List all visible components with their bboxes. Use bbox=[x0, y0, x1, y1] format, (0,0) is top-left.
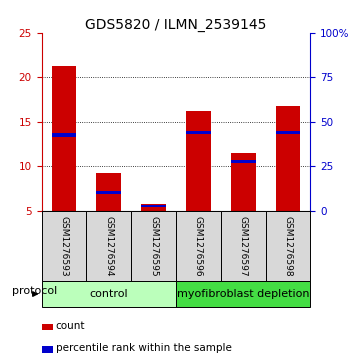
FancyBboxPatch shape bbox=[42, 211, 86, 281]
Text: GSM1276595: GSM1276595 bbox=[149, 216, 158, 276]
Text: GSM1276593: GSM1276593 bbox=[60, 216, 69, 276]
Text: GSM1276596: GSM1276596 bbox=[194, 216, 203, 276]
Text: GSM1276597: GSM1276597 bbox=[239, 216, 248, 276]
Bar bbox=[42, 346, 53, 353]
Text: count: count bbox=[56, 321, 85, 331]
Bar bbox=[42, 324, 53, 330]
FancyBboxPatch shape bbox=[221, 211, 266, 281]
FancyBboxPatch shape bbox=[42, 281, 176, 307]
FancyBboxPatch shape bbox=[176, 211, 221, 281]
Bar bbox=[52, 133, 76, 136]
Bar bbox=[186, 111, 211, 211]
Bar bbox=[52, 66, 76, 211]
FancyBboxPatch shape bbox=[86, 211, 131, 281]
Bar bbox=[231, 160, 256, 163]
Bar bbox=[141, 204, 166, 211]
Bar bbox=[231, 153, 256, 211]
Bar bbox=[276, 106, 300, 211]
FancyBboxPatch shape bbox=[176, 281, 310, 307]
Bar bbox=[276, 131, 300, 134]
Text: protocol: protocol bbox=[12, 286, 58, 297]
Bar bbox=[141, 205, 166, 207]
Text: GSM1276598: GSM1276598 bbox=[283, 216, 292, 276]
Text: percentile rank within the sample: percentile rank within the sample bbox=[56, 343, 231, 353]
Bar bbox=[186, 131, 211, 134]
Bar bbox=[96, 191, 121, 194]
Text: GSM1276594: GSM1276594 bbox=[104, 216, 113, 276]
FancyBboxPatch shape bbox=[266, 211, 310, 281]
FancyBboxPatch shape bbox=[131, 211, 176, 281]
Bar bbox=[96, 173, 121, 211]
Text: control: control bbox=[90, 289, 128, 299]
Text: myofibroblast depletion: myofibroblast depletion bbox=[177, 289, 309, 299]
Title: GDS5820 / ILMN_2539145: GDS5820 / ILMN_2539145 bbox=[85, 18, 267, 32]
